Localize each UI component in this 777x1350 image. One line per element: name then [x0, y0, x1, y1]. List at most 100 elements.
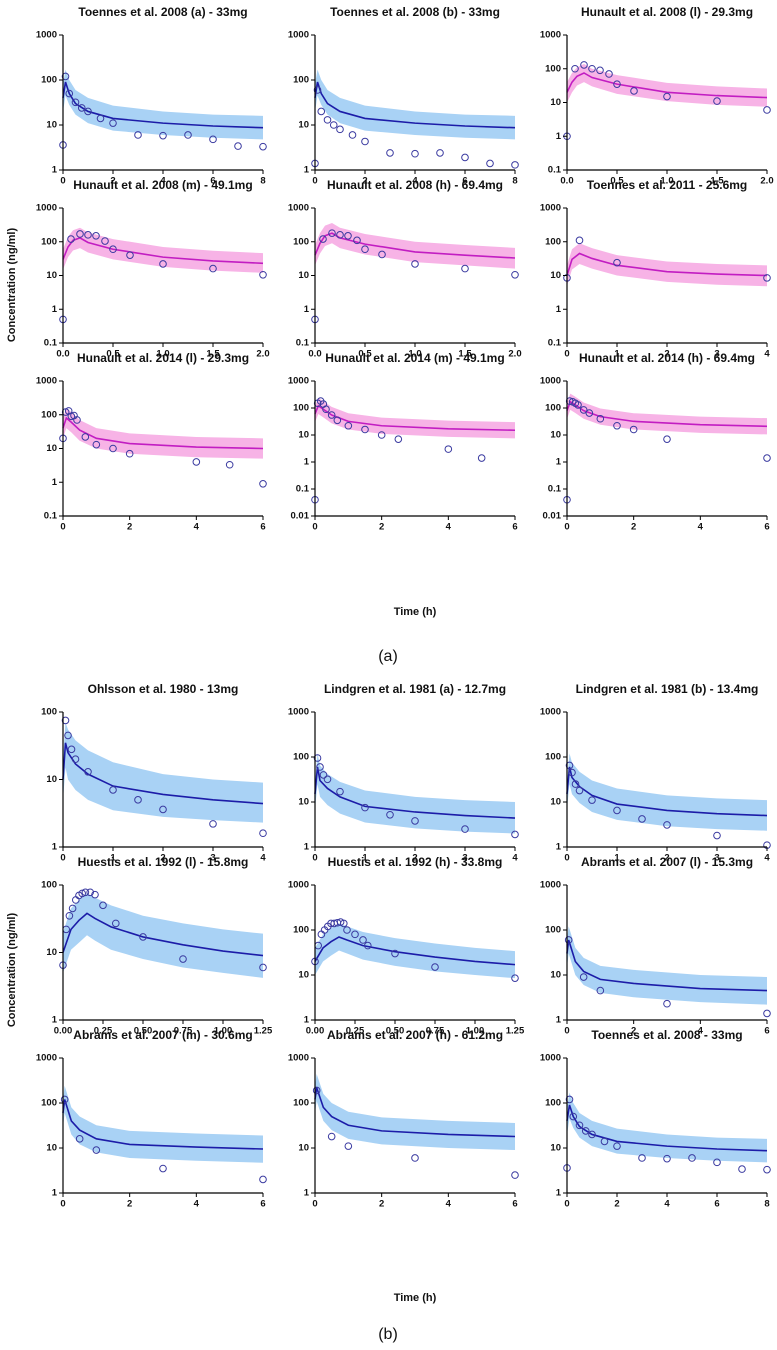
observed-point — [209, 264, 217, 273]
x-tick-label: 0 — [312, 176, 317, 187]
x-tick-label: 1.5 — [710, 176, 724, 187]
observed-point — [139, 933, 147, 941]
y-tick-label: 1000 — [540, 203, 561, 214]
observed-point — [234, 142, 242, 150]
observed-point — [323, 116, 332, 124]
y-tick-label: 100 — [545, 63, 561, 74]
observed-point — [259, 270, 267, 279]
observed-point — [73, 416, 81, 424]
x-tick-label: 0 — [312, 1199, 317, 1210]
x-tick-label: 1 — [110, 853, 116, 864]
y-tick-label: 1000 — [288, 880, 309, 891]
prediction-band — [315, 397, 515, 439]
y-tick-label: 100 — [545, 403, 561, 414]
observed-point — [329, 121, 338, 129]
observed-point — [353, 236, 361, 245]
y-tick-label: 10 — [550, 797, 561, 808]
median-line — [566, 252, 768, 277]
observed-point — [336, 125, 344, 134]
observed-point — [84, 107, 92, 116]
observed-point — [317, 107, 326, 116]
subplot-title: Hunault et al. 2014 (h) - 69.4mg — [579, 351, 755, 365]
observed-point — [377, 431, 386, 439]
observed-point — [613, 258, 621, 267]
observed-point — [613, 80, 621, 88]
prediction-band — [315, 923, 515, 979]
y-tick-label: 100 — [545, 752, 561, 763]
y-tick-label: 1000 — [288, 203, 309, 214]
x-tick-label: 4 — [160, 176, 166, 187]
y-tick-label: 1 — [556, 304, 562, 315]
x-tick-label: 0.00 — [54, 1026, 73, 1037]
y-tick-label: 10 — [550, 430, 561, 441]
observed-point — [91, 890, 99, 899]
observed-point — [109, 119, 117, 127]
observed-point — [65, 89, 74, 98]
y-tick-label: 100 — [293, 403, 309, 414]
y-tick-label: 10 — [550, 97, 561, 108]
y-tick-label: 1000 — [540, 376, 561, 387]
observed-point — [225, 460, 234, 469]
observed-point — [344, 421, 353, 430]
median-line — [62, 742, 264, 805]
observed-point — [629, 425, 638, 434]
observed-point — [109, 786, 117, 794]
x-tick-label: 6 — [210, 176, 215, 187]
observed-point — [259, 142, 267, 151]
x-tick-label: 0 — [564, 1026, 569, 1037]
observed-point — [81, 433, 90, 441]
x-tick-label: 2 — [664, 853, 669, 864]
x-tick-label: 2 — [412, 853, 417, 864]
subplot-title: Huestis et al. 1992 (l) - 15.8mg — [78, 855, 249, 869]
observed-point — [581, 1127, 590, 1135]
y-axis-label: Concentration (ng/ml) — [6, 913, 18, 1028]
x-tick-label: 3 — [210, 853, 215, 864]
y-tick-label: 0.1 — [44, 511, 58, 522]
x-tick-label: 8 — [260, 176, 265, 187]
median-line — [566, 1104, 768, 1152]
x-tick-label: 4 — [412, 176, 418, 187]
prediction-band — [567, 393, 767, 435]
x-tick-label: 4 — [260, 853, 266, 864]
median-line — [314, 1087, 516, 1138]
y-tick-label: 0.01 — [543, 511, 562, 522]
observed-point — [361, 137, 369, 146]
observed-point — [477, 454, 486, 462]
subplot-title: Toennes et al. 2008 (b) - 33mg — [330, 5, 500, 19]
observed-point — [568, 768, 576, 777]
observed-point — [411, 149, 419, 158]
observed-point — [613, 806, 621, 815]
x-tick-label: 4 — [446, 522, 452, 533]
x-tick-label: 0 — [60, 522, 65, 533]
prediction-band — [63, 1085, 263, 1163]
subplot: Toennes et al. 2008 (a) - 33mg 1 10 100 1000… — [36, 5, 267, 187]
y-tick-label: 1 — [52, 477, 58, 488]
observed-point — [192, 458, 201, 466]
y-tick-label: 10 — [298, 270, 309, 281]
observed-point — [461, 264, 469, 273]
x-tick-label: 2 — [631, 1026, 636, 1037]
observed-point — [126, 251, 134, 259]
y-tick-label: 1 — [304, 1015, 310, 1026]
x-tick-label: 2 — [160, 853, 165, 864]
observed-point — [259, 829, 267, 838]
observed-point — [84, 768, 92, 776]
x-tick-label: 1.25 — [254, 1026, 273, 1037]
y-tick-label: 10 — [298, 1143, 309, 1154]
x-tick-label: 2 — [127, 522, 132, 533]
subplot: Hunault et al. 2014 (l) - 29.3mg 0.1 1 10 10… — [36, 351, 267, 533]
observed-point — [763, 1165, 771, 1174]
x-tick-label: 0 — [564, 522, 569, 533]
observed-point — [588, 796, 596, 804]
x-tick-label: 1.0 — [156, 349, 169, 360]
y-tick-label: 1 — [556, 842, 562, 853]
median-line — [314, 81, 516, 129]
observed-point — [84, 231, 92, 239]
observed-point — [511, 974, 519, 982]
y-tick-label: 100 — [293, 1098, 309, 1109]
x-tick-label: 2 — [127, 1199, 132, 1210]
observed-point — [361, 803, 369, 812]
x-tick-label: 1.0 — [408, 349, 421, 360]
